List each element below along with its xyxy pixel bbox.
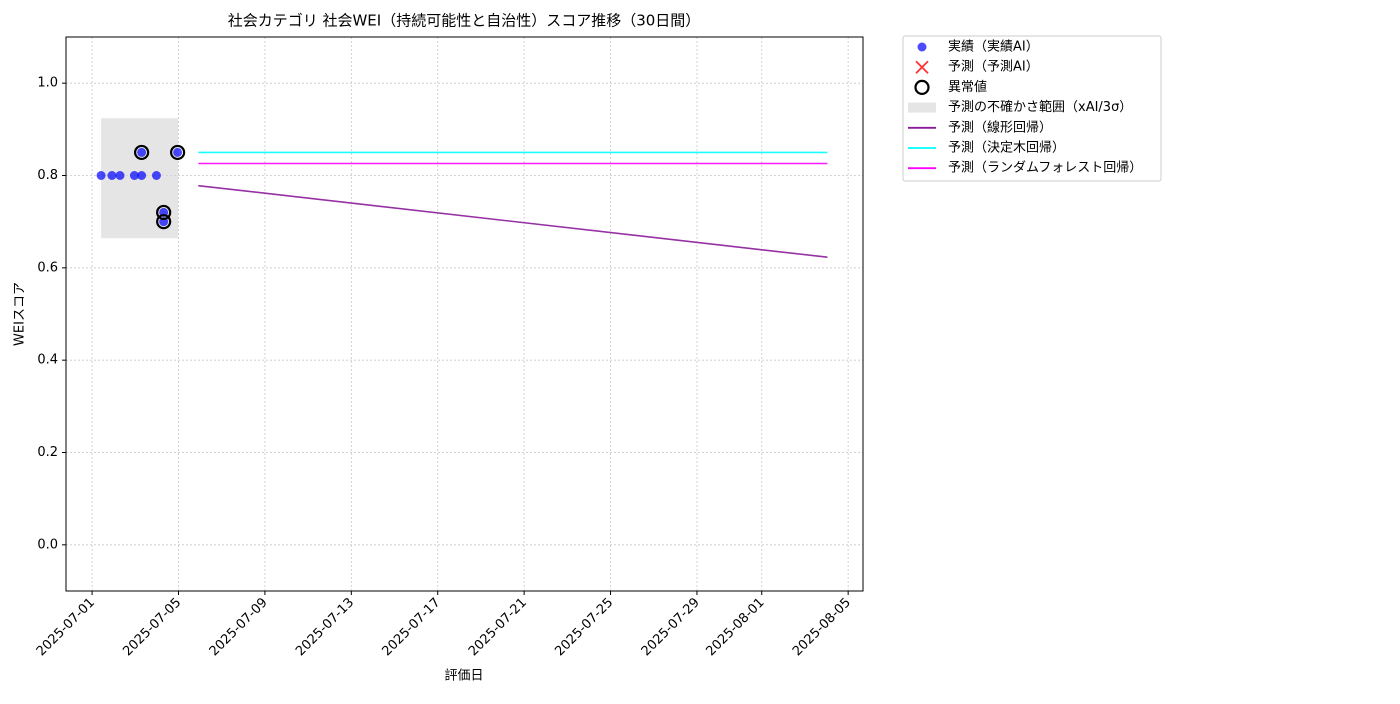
legend-label: 実績（実績AI）	[948, 39, 1039, 55]
anomaly-marker	[170, 144, 186, 161]
anomaly-marker	[156, 214, 172, 230]
x-tick-label: 2025-08-01	[704, 595, 768, 659]
legend-label: 予測（決定木回帰）	[948, 140, 1065, 156]
x-tick-label: 2025-08-05	[790, 595, 854, 659]
x-tick-label: 2025-07-01	[34, 595, 98, 659]
anomaly-marker	[134, 144, 150, 161]
data-point	[107, 171, 117, 180]
y-tick-label: 0.2	[37, 445, 58, 460]
x-tick-label: 2025-07-09	[207, 595, 271, 659]
x-tick-label: 2025-07-25	[552, 595, 616, 659]
legend-label: 予測（線形回帰）	[948, 119, 1052, 135]
legend-swatch	[915, 60, 929, 74]
y-tick-label: 1.0	[37, 76, 58, 91]
data-point	[137, 171, 147, 180]
data-point	[129, 171, 139, 180]
data-point	[173, 147, 183, 157]
legend-label: 異常値	[948, 79, 987, 95]
data-point	[96, 171, 106, 180]
data-point	[115, 171, 125, 180]
y-tick-label: 0.8	[37, 168, 58, 183]
forecast-line	[198, 184, 828, 259]
legend-label: 予測（ランダムフォレスト回帰）	[948, 160, 1142, 176]
x-tick-label: 2025-07-29	[639, 595, 703, 659]
legend-label: 予測（予測AI）	[948, 60, 1039, 75]
legend-swatch	[917, 42, 927, 52]
legend-swatch	[914, 79, 930, 96]
x-tick-label: 2025-07-17	[380, 595, 444, 659]
y-tick-label: 0.0	[37, 537, 58, 552]
data-point	[151, 171, 161, 180]
plot-frame	[65, 36, 864, 592]
x-axis-label: 評価日	[444, 669, 483, 684]
y-axis-label: WEIスコア	[13, 282, 28, 346]
legend-box	[902, 35, 1162, 182]
legend-label: 予測の不確かさ範囲（xAI/3σ）	[948, 99, 1132, 115]
y-tick-label: 0.6	[37, 260, 58, 275]
chart-title: 社会カテゴリ 社会WEI（持続可能性と自治性）スコア推移（30日間）	[228, 12, 701, 30]
x-tick-label: 2025-07-05	[120, 595, 184, 659]
data-point	[137, 147, 147, 157]
anomaly-marker	[156, 204, 172, 221]
x-tick-label: 2025-07-21	[466, 595, 530, 659]
y-tick-label: 0.4	[37, 353, 58, 368]
x-tick-label: 2025-07-13	[293, 595, 357, 659]
legend-swatch	[908, 102, 936, 113]
